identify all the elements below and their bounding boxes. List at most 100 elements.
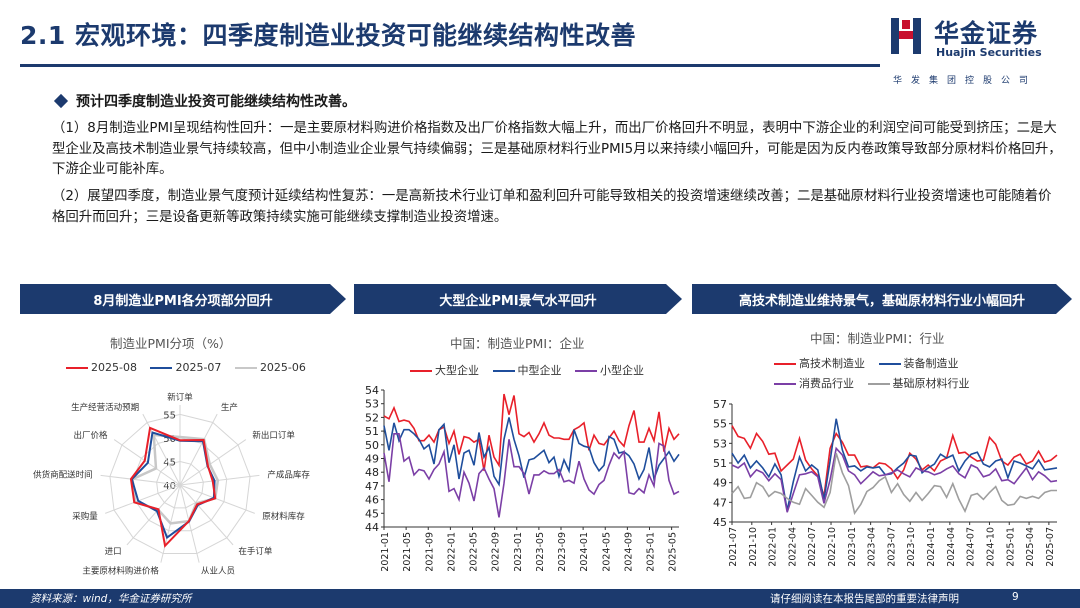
radar-tick-label: 40 <box>163 481 176 492</box>
x-tick-label: 2022-10 <box>827 527 838 567</box>
chart3-legend: 高技术制造业 装备制造业 <box>774 355 969 371</box>
legend-label: 2025-07 <box>175 361 222 374</box>
radar-tick-label: 50 <box>163 434 176 445</box>
legend-item: 2025-06 <box>234 361 306 374</box>
panel-title-2: 大型企业PMI景气水平回升 <box>439 293 597 309</box>
series-line <box>731 446 1058 513</box>
y-tick-label: 48 <box>365 466 379 479</box>
footer-disclaimer-link[interactable]: 请仔细阅读在本报告尾部的重要法律声明 <box>770 593 959 605</box>
x-tick-label: 2023-10 <box>906 527 917 567</box>
radar-category-label: 产成品库存 <box>267 469 310 480</box>
brand-logo: 华金证券 Huajin Securities <box>888 14 1068 74</box>
radar-spoke <box>142 413 181 486</box>
y-tick-label: 49 <box>713 477 727 490</box>
y-tick-label: 57 <box>713 398 727 411</box>
radar-category-label: 新出口订单 <box>252 430 295 441</box>
y-tick-label: 53 <box>365 398 379 411</box>
chart3-legend-row2: 消费品行业 基础原材料行业 <box>774 375 980 391</box>
legend-label: 基础原材料行业 <box>892 377 970 390</box>
legend-label: 装备制造业 <box>903 357 959 370</box>
legend-label: 高技术制造业 <box>799 357 865 370</box>
radar-grid <box>109 413 251 555</box>
page-number: 9 <box>1012 591 1019 603</box>
radar-spoke <box>179 413 218 486</box>
radar-category-label: 在手订单 <box>238 546 273 557</box>
chart2-title: 中国：制造业PMI：企业 <box>450 336 585 351</box>
x-tick-label: 2024-01 <box>926 527 937 567</box>
legend-item: 消费品行业 <box>774 375 854 391</box>
x-tick-label: 2023-05 <box>535 532 546 572</box>
radar-series-line <box>129 426 217 548</box>
paragraph-1: （1）8月制造业PMI呈现结构性回升：一是主要原材料购进价格指数及出厂价格指数大… <box>52 121 1062 177</box>
x-tick-label: 2021-01 <box>380 532 391 572</box>
footer-source: 资料来源：wind，华金证券研究所 <box>30 593 192 605</box>
x-tick-label: 2022-05 <box>469 532 480 572</box>
y-tick-label: 47 <box>713 496 727 509</box>
x-tick-label: 2022-01 <box>446 532 457 572</box>
legend-item: 基础原材料行业 <box>867 375 970 391</box>
radar-spoke <box>126 484 181 546</box>
paragraph-2: （2）展望四季度，制造业景气度预计延续结构性复苏：一是高新技术行业订单和盈利回升… <box>52 189 1052 225</box>
y-tick-label: 53 <box>713 437 727 450</box>
y-tick-label: 44 <box>365 521 379 534</box>
radar-tick-label: 55 <box>163 410 176 421</box>
y-tick-label: 47 <box>365 480 379 493</box>
title-divider <box>20 64 880 67</box>
radar-spoke <box>179 474 260 486</box>
footer-bar <box>0 589 1080 608</box>
legend-item: 大型企业 <box>410 362 479 378</box>
x-tick-label: 2023-04 <box>867 527 878 567</box>
radar-spoke <box>179 484 234 546</box>
x-tick-label: 2025-01 <box>646 532 657 572</box>
line-chart-industry: 45 47 49 51 53 55 57 2021-07 2021-10 2022-01 2022-… <box>713 398 1058 567</box>
radar-category-label: 生产经营活动预期 <box>71 402 139 413</box>
x-tick-label: 2024-07 <box>966 527 977 567</box>
legend-item: 2025-07 <box>150 361 221 374</box>
radar-spoke <box>179 484 255 514</box>
chart1-title: 制造业PMI分项（%） <box>110 336 232 351</box>
y-tick-label: 51 <box>713 457 727 470</box>
legend-label: 小型企业 <box>600 364 644 377</box>
legend-item: 装备制造业 <box>878 355 959 371</box>
bullet-diamond-icon <box>53 93 69 109</box>
legend-label: 消费品行业 <box>799 377 854 390</box>
radar-category-label: 出厂价格 <box>74 430 109 441</box>
x-tick-label: 2025-07 <box>1045 527 1056 567</box>
radar-spoke <box>105 484 181 514</box>
legend-item: 高技术制造业 <box>774 355 865 371</box>
legend-item: 中型企业 <box>492 362 562 378</box>
chart3-title: 中国：制造业PMI：行业 <box>810 331 945 346</box>
x-tick-label: 2021-07 <box>728 527 739 567</box>
x-tick-label: 2024-09 <box>623 532 634 572</box>
x-tick-label: 2024-04 <box>946 527 957 567</box>
radar-category-label: 进口 <box>105 547 122 557</box>
panel-header-3: 高技术制造业维持景气，基础原材料行业小幅回升 <box>692 284 1072 314</box>
chart1-legend: 2025-08 2025-07 2025-06 <box>66 361 316 374</box>
series-line <box>383 433 680 518</box>
radar-category-label: 新订单 <box>167 392 193 403</box>
radar-spoke <box>179 484 200 563</box>
page-title: 2.1 宏观环境：四季度制造业投资可能继续结构性改善 <box>20 21 636 50</box>
legend-label: 中型企业 <box>517 364 562 377</box>
radar-category-label: 生产 <box>221 402 238 413</box>
logo-mark-icon <box>888 16 924 56</box>
x-tick-label: 2025-01 <box>1005 527 1016 567</box>
legend-item: 小型企业 <box>575 362 644 378</box>
y-tick-label: 45 <box>365 507 379 520</box>
x-tick-label: 2021-05 <box>402 532 413 572</box>
x-tick-label: 2021-09 <box>424 532 435 572</box>
series-line <box>383 417 680 487</box>
radar-series-line <box>130 433 220 525</box>
radar-category-label: 采购量 <box>72 511 98 522</box>
chart2-legend: 大型企业 中型企业 小型企业 <box>410 362 654 378</box>
panel-header-1: 8月制造业PMI各分项部分回升 <box>20 284 346 314</box>
x-tick-label: 2022-09 <box>491 532 502 572</box>
y-tick-label: 46 <box>365 494 379 507</box>
x-tick-label: 2023-07 <box>886 527 897 567</box>
y-tick-label: 55 <box>713 418 727 431</box>
logo-subtitle: 华发集团控股公司 <box>893 76 1038 86</box>
bullet-heading: 预计四季度制造业投资可能继续结构性改善。 <box>76 94 356 110</box>
y-tick-label: 49 <box>365 453 379 466</box>
